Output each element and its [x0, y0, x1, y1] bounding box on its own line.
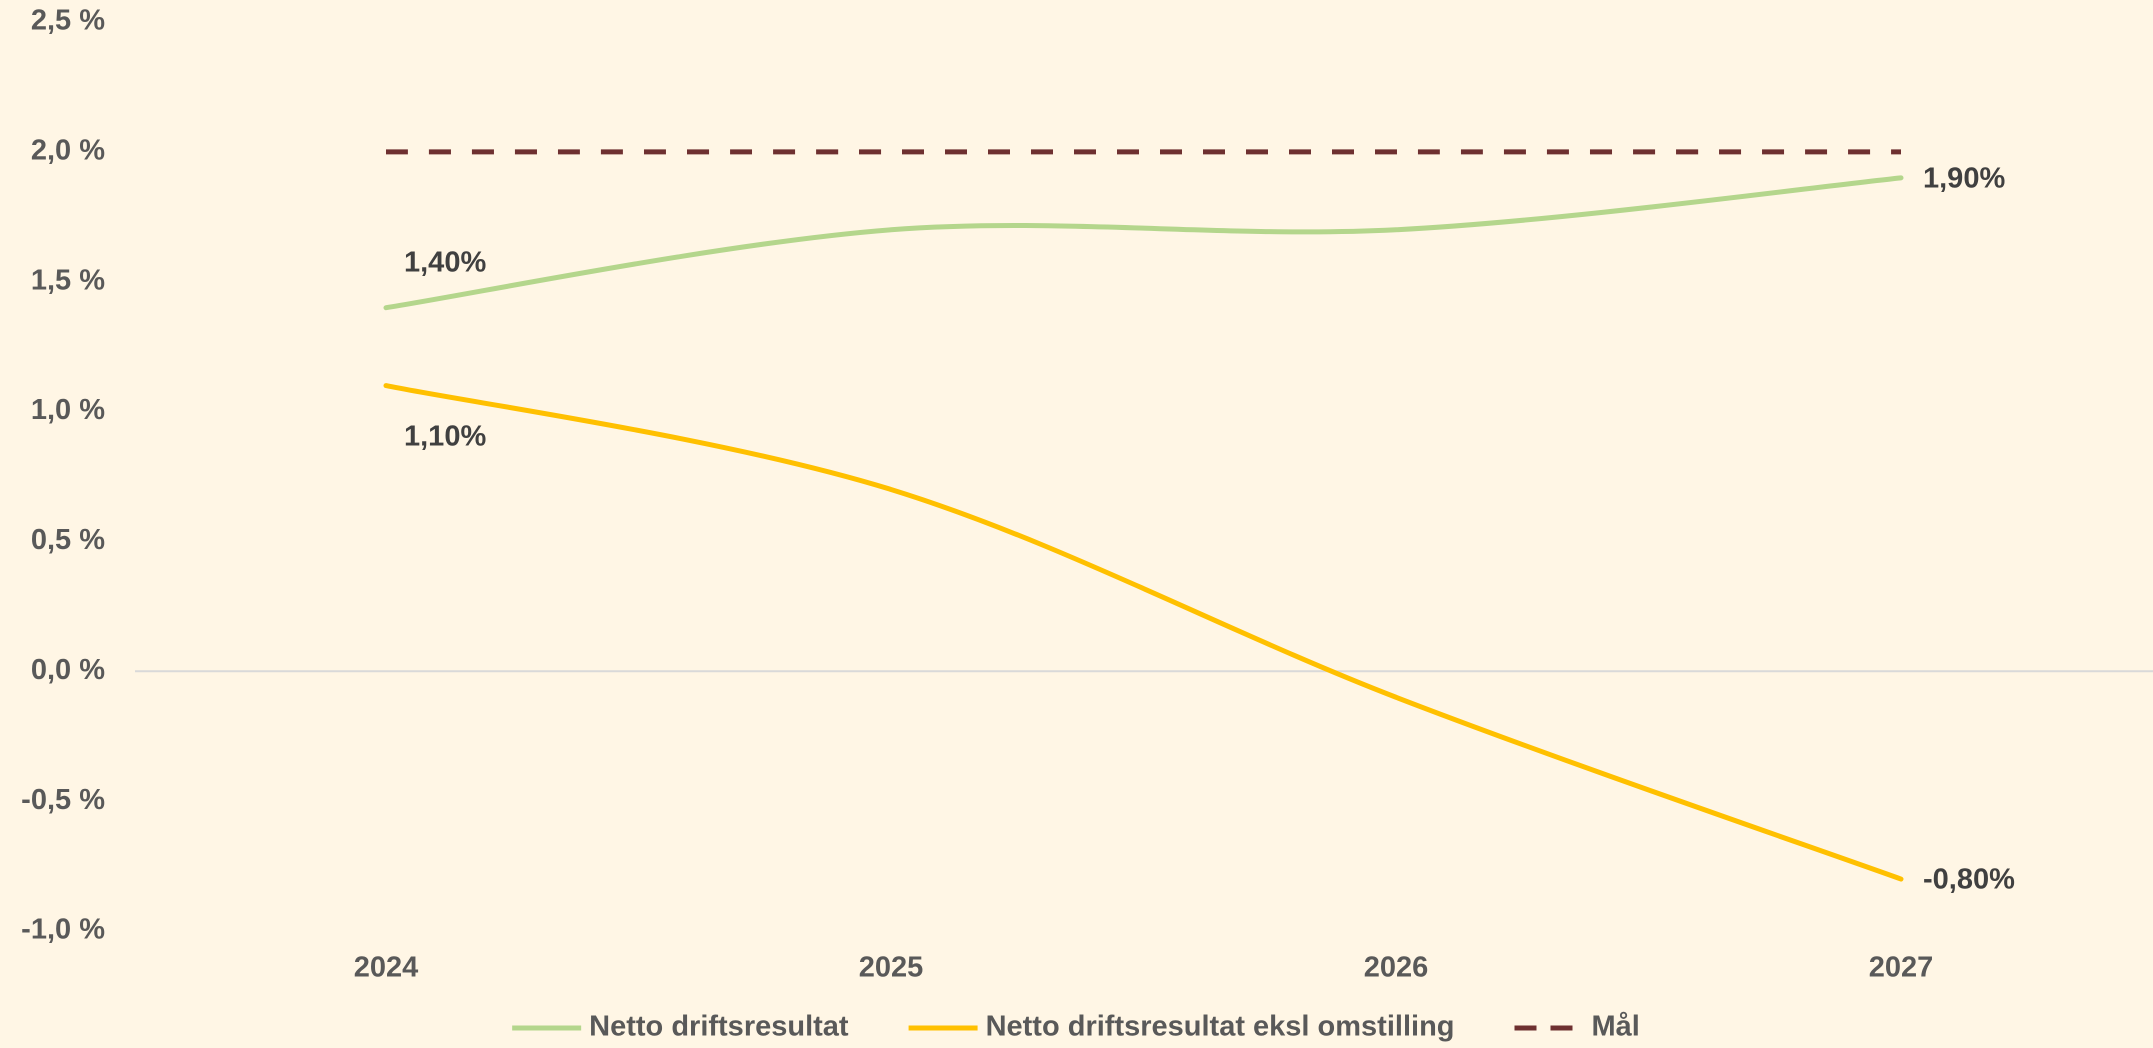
series-line: [383, 175, 1904, 311]
data-label: 1,10%: [404, 420, 486, 452]
data-label: -0,80%: [1923, 864, 2015, 896]
y-tick-label: 1,5 %: [31, 264, 105, 296]
x-tick-label: 2026: [1364, 952, 1429, 984]
x-tick-label: 2024: [354, 952, 419, 984]
legend-label: Netto driftsresultat eksl omstilling: [986, 1011, 1455, 1043]
y-tick-label: 2,5 %: [31, 5, 105, 37]
x-tick-label: 2027: [1869, 952, 1934, 984]
y-tick-label: -0,5 %: [21, 784, 105, 816]
y-tick-label: 2,0 %: [31, 135, 105, 167]
y-tick-label: 0,5 %: [31, 524, 105, 556]
series-line: [383, 383, 1904, 882]
legend: Netto driftsresultat Netto driftsresultat…: [512, 1011, 1640, 1043]
data-label: 1,90%: [1923, 162, 2005, 194]
y-tick-label: -1,0 %: [21, 914, 105, 946]
y-tick-label: 1,0 %: [31, 394, 105, 426]
x-tick-label: 2025: [859, 952, 924, 984]
legend-label: Netto driftsresultat: [589, 1011, 849, 1043]
data-label: 1,40%: [404, 246, 486, 278]
legend-label: Mål: [1592, 1011, 1640, 1043]
y-tick-label: 0,0 %: [31, 654, 105, 686]
